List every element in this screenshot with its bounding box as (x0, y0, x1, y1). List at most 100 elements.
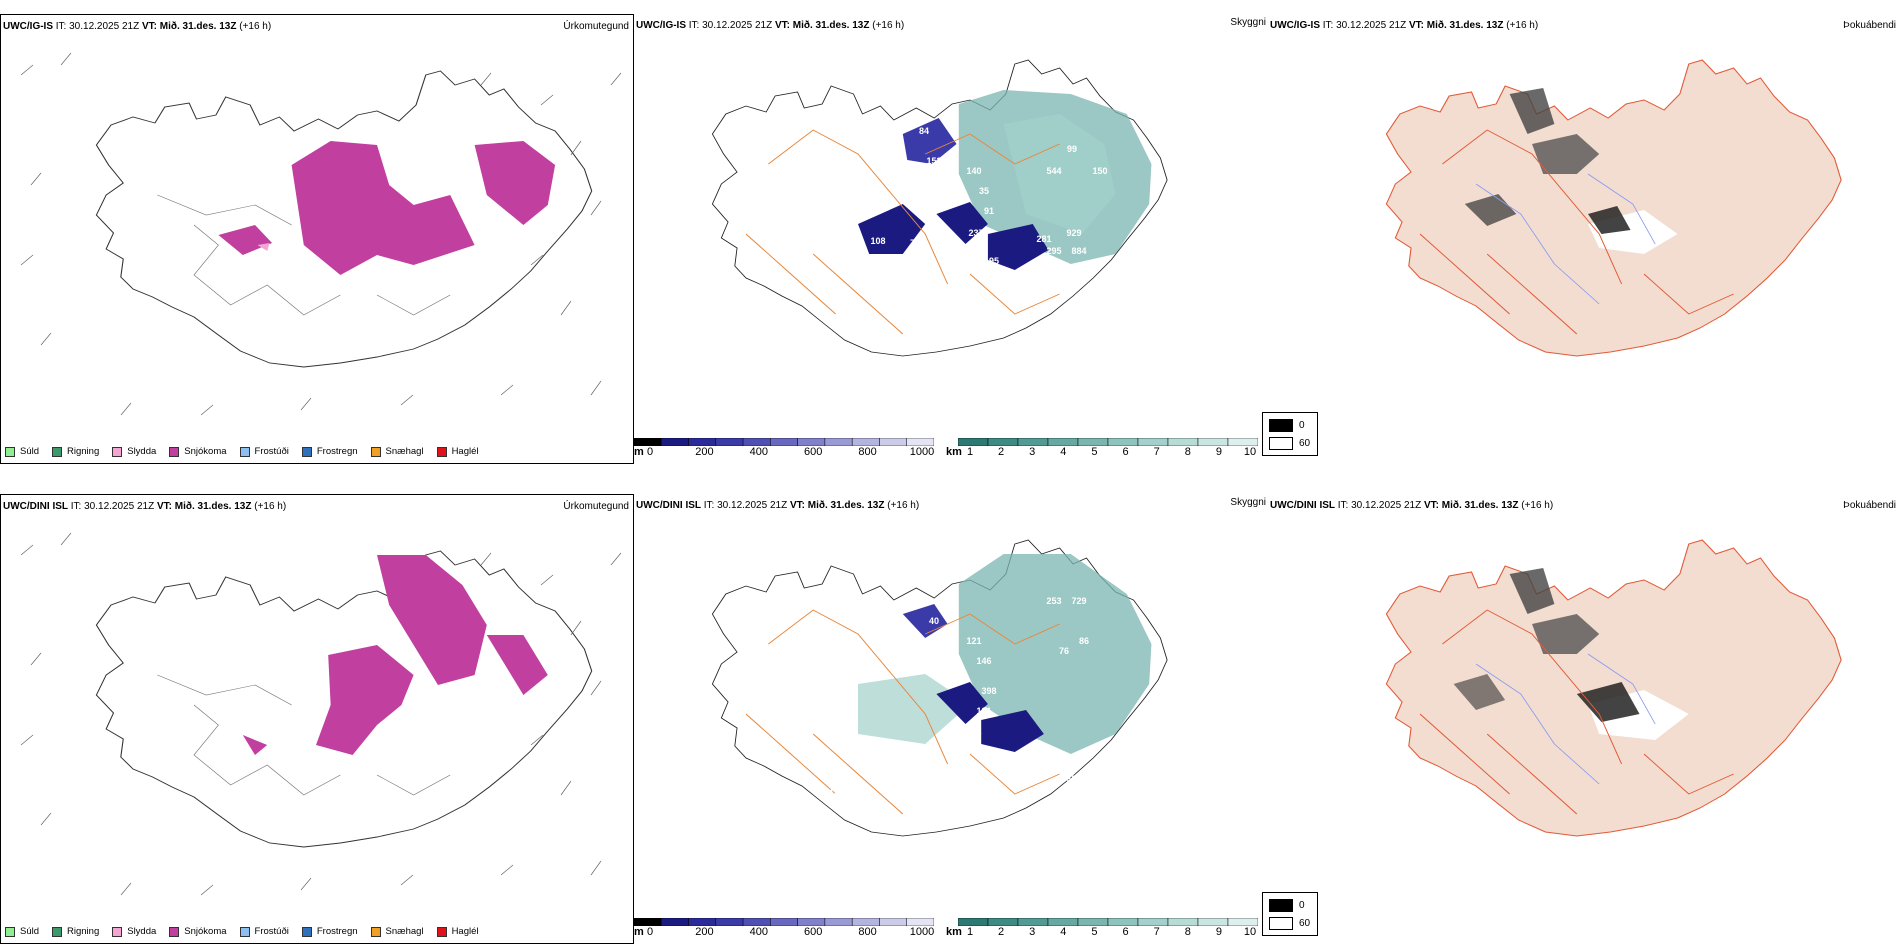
colorbar-tick: 8 (1184, 446, 1191, 458)
vis-colorbar (958, 438, 1258, 446)
colorbar-tick: 1000 (909, 446, 935, 458)
legend-swatch (239, 446, 250, 457)
legend-item: Snæhagl (370, 446, 424, 457)
colorbar-segment (824, 918, 853, 926)
colorbar-segment (987, 438, 1019, 446)
colorbar-segment (797, 918, 826, 926)
legend-swatch (5, 926, 15, 937)
ceiling-value: 846 (1038, 804, 1053, 814)
colorbar-tick: 0 (646, 446, 654, 458)
colorbar-tick: 9 (1215, 926, 1222, 938)
precip-legend: Súld Rigning Slydda Snjókoma Frostúði Frostre… (5, 926, 492, 937)
legend-label: Slydda (127, 926, 157, 937)
colorbar-segment (1107, 438, 1139, 446)
fog-panel-2: UWC/DINI ISL IT: 30.12.2025 21Z VT: Mið.… (1268, 494, 1900, 944)
ceiling-value: 74 (956, 266, 966, 276)
ceiling-value: 281 (1036, 234, 1051, 244)
colorbar-tick: 4 (1060, 446, 1067, 458)
vis-unit: km (946, 446, 962, 458)
legend-label: Snjókoma (184, 446, 227, 457)
panel-header: UWC/DINI ISL IT: 30.12.2025 21Z VT: Mið.… (1270, 500, 1554, 511)
snowfall-area (377, 555, 487, 685)
ceiling-value: 253 (1046, 596, 1061, 606)
legend-swatch (436, 926, 447, 937)
ceiling-value: 70 (910, 238, 920, 248)
colorbar-segment (851, 438, 880, 446)
legend-swatch (169, 926, 180, 937)
legend-label: Frostregn (316, 446, 358, 457)
colorbar-tick: 800 (858, 926, 877, 938)
legend-item: Snæhagl (370, 926, 424, 937)
colorbar-segment (634, 438, 662, 446)
legend-item: Snjókoma (169, 926, 227, 937)
ceiling-value: 544 (1046, 166, 1061, 176)
ceiling-value: 138 (916, 744, 931, 754)
legend-swatch (112, 926, 123, 937)
fog-key-dark (1269, 419, 1293, 432)
wind-barbs (20, 532, 622, 896)
legend-label: Slydda (127, 446, 157, 457)
panel-header: UWC/IG-IS IT: 30.12.2025 21Z VT: Mið. 31… (1270, 20, 1539, 31)
ceiling-value: 35 (979, 186, 989, 196)
colorbar-tick: 600 (804, 926, 823, 938)
panel-header: UWC/DINI ISL IT: 30.12.2025 21Z VT: Mið.… (3, 501, 287, 512)
ceiling-value: 398 (981, 686, 996, 696)
panel-title: Úrkomutegund (563, 21, 629, 32)
panel-title: Þokuábendi (1843, 20, 1896, 31)
legend-label: Snæhagl (385, 446, 424, 457)
colorbar-tick: 9 (1215, 446, 1222, 458)
colorbar-segment (715, 918, 744, 926)
colorbar-segment (1047, 438, 1079, 446)
ceiling-value: 99 (934, 186, 944, 196)
colorbar-segment (1017, 918, 1049, 926)
legend-label: Rigning (67, 926, 100, 937)
ceiling-value: 95 (989, 256, 999, 266)
colorbar-segment (634, 918, 662, 926)
colorbar-segment (1077, 438, 1109, 446)
ceiling-value: 76 (1059, 646, 1069, 656)
colorbar-tick: 2 (998, 926, 1005, 938)
legend-swatch (301, 446, 312, 457)
colorbar-tick: 4 (1060, 926, 1067, 938)
ceiling-value: 729 (1071, 596, 1086, 606)
ceiling-value: 153 (926, 156, 941, 166)
colorbar-segment (906, 438, 934, 446)
legend-item: Slydda (112, 446, 156, 457)
fog-key-light (1269, 917, 1293, 930)
legend-label: Haglél (451, 926, 479, 937)
colorbar-segment (1017, 438, 1049, 446)
legend-swatch (5, 446, 15, 457)
legend-item: Frostúði (239, 446, 289, 457)
colorbar-segment (1167, 918, 1199, 926)
colorbar-tick: 200 (695, 926, 714, 938)
ceiling-value: 90 (867, 268, 877, 278)
fog-key-1: 0 60 (1262, 412, 1318, 456)
colorbar-tick: 7 (1153, 446, 1160, 458)
snowfall-area (291, 141, 475, 275)
colorbar-segment (851, 918, 880, 926)
ceiling-value: 86 (1079, 636, 1089, 646)
legend-item: Frostregn (301, 446, 358, 457)
ceiling-value: 91 (984, 206, 994, 216)
colorbar-tick: 1 (966, 926, 974, 938)
colorbar-segment (688, 918, 717, 926)
colorbar-segment (879, 918, 907, 926)
legend-swatch (52, 446, 63, 457)
fog-map (1385, 539, 1842, 837)
panel-header: UWC/DINI ISL IT: 30.12.2025 21Z VT: Mið.… (636, 500, 920, 511)
panel-title: Skyggni (1230, 497, 1266, 508)
ceiling-value: 115 (945, 250, 960, 260)
colorbar-tick: 3 (1029, 926, 1036, 938)
panel-header: UWC/IG-IS IT: 30.12.2025 21Z VT: Mið. 31… (636, 20, 905, 31)
colorbar-tick: 800 (858, 446, 877, 458)
ceiling-value: 140 (966, 166, 981, 176)
colorbar-segment (958, 918, 989, 926)
legend-label: Frostúði (254, 446, 289, 457)
colorbar-segment (1047, 918, 1079, 926)
colorbar-tick: 5 (1091, 446, 1098, 458)
ceiling-value: 8 (829, 276, 834, 286)
legend-swatch (169, 446, 180, 457)
colorbar-segment (661, 918, 689, 926)
ceiling-value: 150 (1092, 166, 1107, 176)
ceiling-value: 90 (937, 768, 947, 778)
